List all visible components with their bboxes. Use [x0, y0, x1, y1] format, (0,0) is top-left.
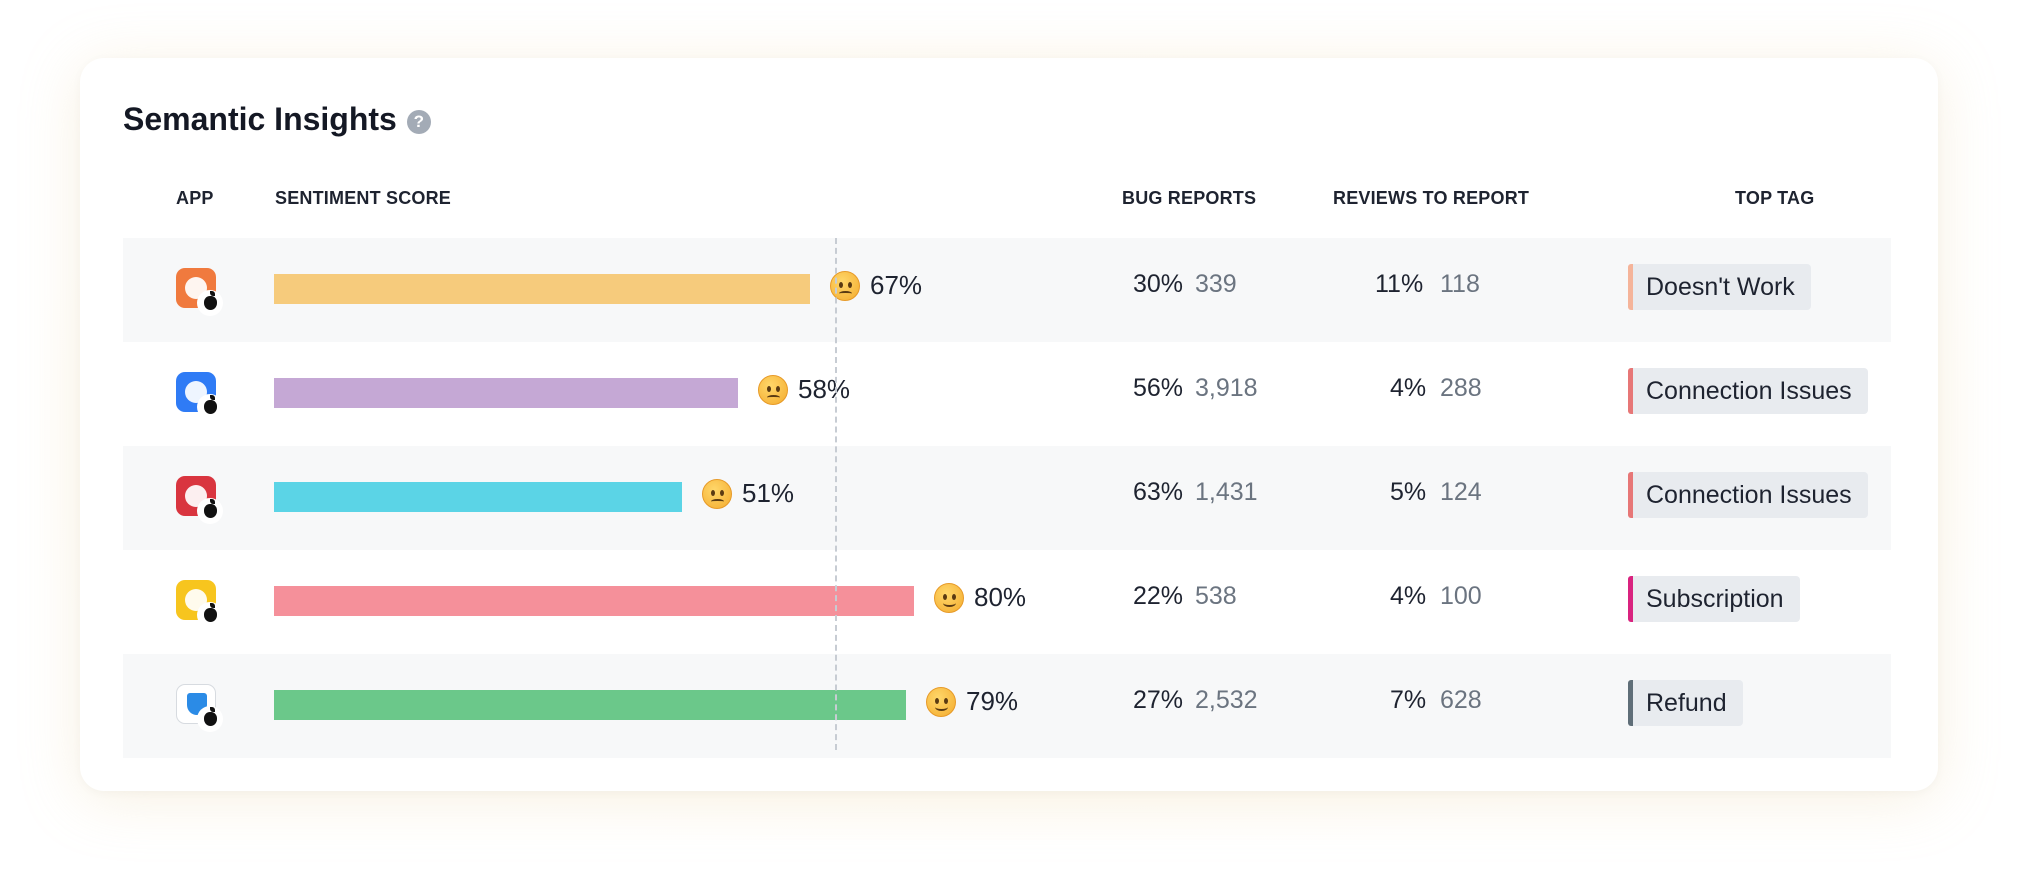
- tag-accent: [1628, 368, 1633, 414]
- header-bug-reports: BUG REPORTS: [1122, 188, 1257, 208]
- top-tag-label: Doesn't Work: [1646, 272, 1795, 301]
- apple-icon: [197, 394, 223, 420]
- bug-reports-percent: 56%: [1133, 374, 1184, 402]
- sentiment-score: 67%: [830, 270, 922, 301]
- sentiment-percent: 79%: [966, 686, 1019, 716]
- top-tag-label: Connection Issues: [1646, 480, 1852, 509]
- sentiment-score: 79%: [926, 686, 1018, 717]
- table-row[interactable]: 79% 27% 2,532 7% 628 Refund: [123, 654, 1891, 758]
- top-tag-badge[interactable]: Connection Issues: [1628, 472, 1868, 518]
- sentiment-percent: 80%: [974, 582, 1027, 612]
- sentiment-score: 80%: [934, 582, 1026, 613]
- sentiment-score: 51%: [702, 478, 794, 509]
- top-tag-badge[interactable]: Subscription: [1628, 576, 1800, 622]
- tag-accent: [1628, 576, 1633, 622]
- bug-reports-count: 1,431: [1195, 478, 1258, 506]
- reviews-to-report-count: 118: [1440, 270, 1480, 298]
- reviews-to-report-count: 100: [1440, 582, 1482, 610]
- sentiment-bar: [274, 378, 738, 408]
- apple-icon: [197, 290, 223, 316]
- bug-reports-count: 2,532: [1195, 686, 1258, 714]
- bug-reports-percent: 27%: [1133, 686, 1184, 714]
- tag-accent: [1628, 680, 1633, 726]
- table-row[interactable]: 80% 22% 538 4% 100 Subscription: [123, 550, 1891, 654]
- bug-reports-count: 339: [1195, 270, 1237, 298]
- apple-icon: [197, 602, 223, 628]
- table-row[interactable]: 67% 30% 339 11% 118 Doesn't Work: [123, 238, 1891, 342]
- reviews-to-report-count: 628: [1440, 686, 1482, 714]
- reviews-to-report-percent: 4%: [1390, 582, 1427, 610]
- top-tag-label: Subscription: [1646, 584, 1784, 613]
- top-tag-badge[interactable]: Connection Issues: [1628, 368, 1868, 414]
- benchmark-dashed-line: [835, 238, 837, 750]
- bug-reports-count: 3,918: [1195, 374, 1258, 402]
- bug-reports-count: 538: [1195, 582, 1237, 610]
- sentiment-bar: [274, 274, 810, 304]
- header-reviews-to-report: REVIEWS TO REPORT: [1333, 188, 1530, 208]
- reviews-to-report-percent: 7%: [1390, 686, 1427, 714]
- header-sentiment-score: SENTIMENT SCORE: [275, 188, 452, 208]
- reviews-to-report-percent: 11%: [1375, 270, 1424, 298]
- top-tag-badge[interactable]: Refund: [1628, 680, 1743, 726]
- page-title: Semantic Insights ?: [123, 101, 431, 138]
- reviews-to-report-percent: 4%: [1390, 374, 1427, 402]
- apple-icon: [197, 706, 223, 732]
- reviews-to-report-count: 288: [1440, 374, 1482, 402]
- sentiment-percent: 67%: [870, 270, 923, 300]
- sentiment-bar: [274, 482, 682, 512]
- sentiment-bar: [274, 690, 906, 720]
- smiling-face-emoji: [934, 582, 964, 613]
- top-tag-badge[interactable]: Doesn't Work: [1628, 264, 1811, 310]
- top-tag-label: Connection Issues: [1646, 376, 1852, 405]
- sentiment-bar: [274, 586, 914, 616]
- table-row[interactable]: 51% 63% 1,431 5% 124 Connection Issues: [123, 446, 1891, 550]
- reviews-to-report-percent: 5%: [1390, 478, 1427, 506]
- sentiment-percent: 58%: [798, 374, 851, 404]
- bug-reports-percent: 30%: [1133, 270, 1184, 298]
- tag-accent: [1628, 472, 1633, 518]
- table-row[interactable]: 58% 56% 3,918 4% 288 Connection Issues: [123, 342, 1891, 446]
- confused-face-emoji: [702, 478, 732, 509]
- smiling-face-emoji: [926, 686, 956, 717]
- header-app: APP: [176, 188, 214, 208]
- sentiment-percent: 51%: [742, 478, 795, 508]
- bug-reports-percent: 22%: [1133, 582, 1184, 610]
- top-tag-label: Refund: [1646, 688, 1727, 717]
- header-top-tag: TOP TAG: [1735, 188, 1815, 208]
- title-text: Semantic Insights: [123, 101, 397, 137]
- bug-reports-percent: 63%: [1133, 478, 1184, 506]
- question-circle-icon[interactable]: ?: [406, 109, 431, 134]
- tag-accent: [1628, 264, 1633, 310]
- apple-icon: [197, 498, 223, 524]
- reviews-to-report-count: 124: [1440, 478, 1482, 506]
- sentiment-score: 58%: [758, 374, 850, 405]
- confused-face-emoji: [758, 374, 788, 405]
